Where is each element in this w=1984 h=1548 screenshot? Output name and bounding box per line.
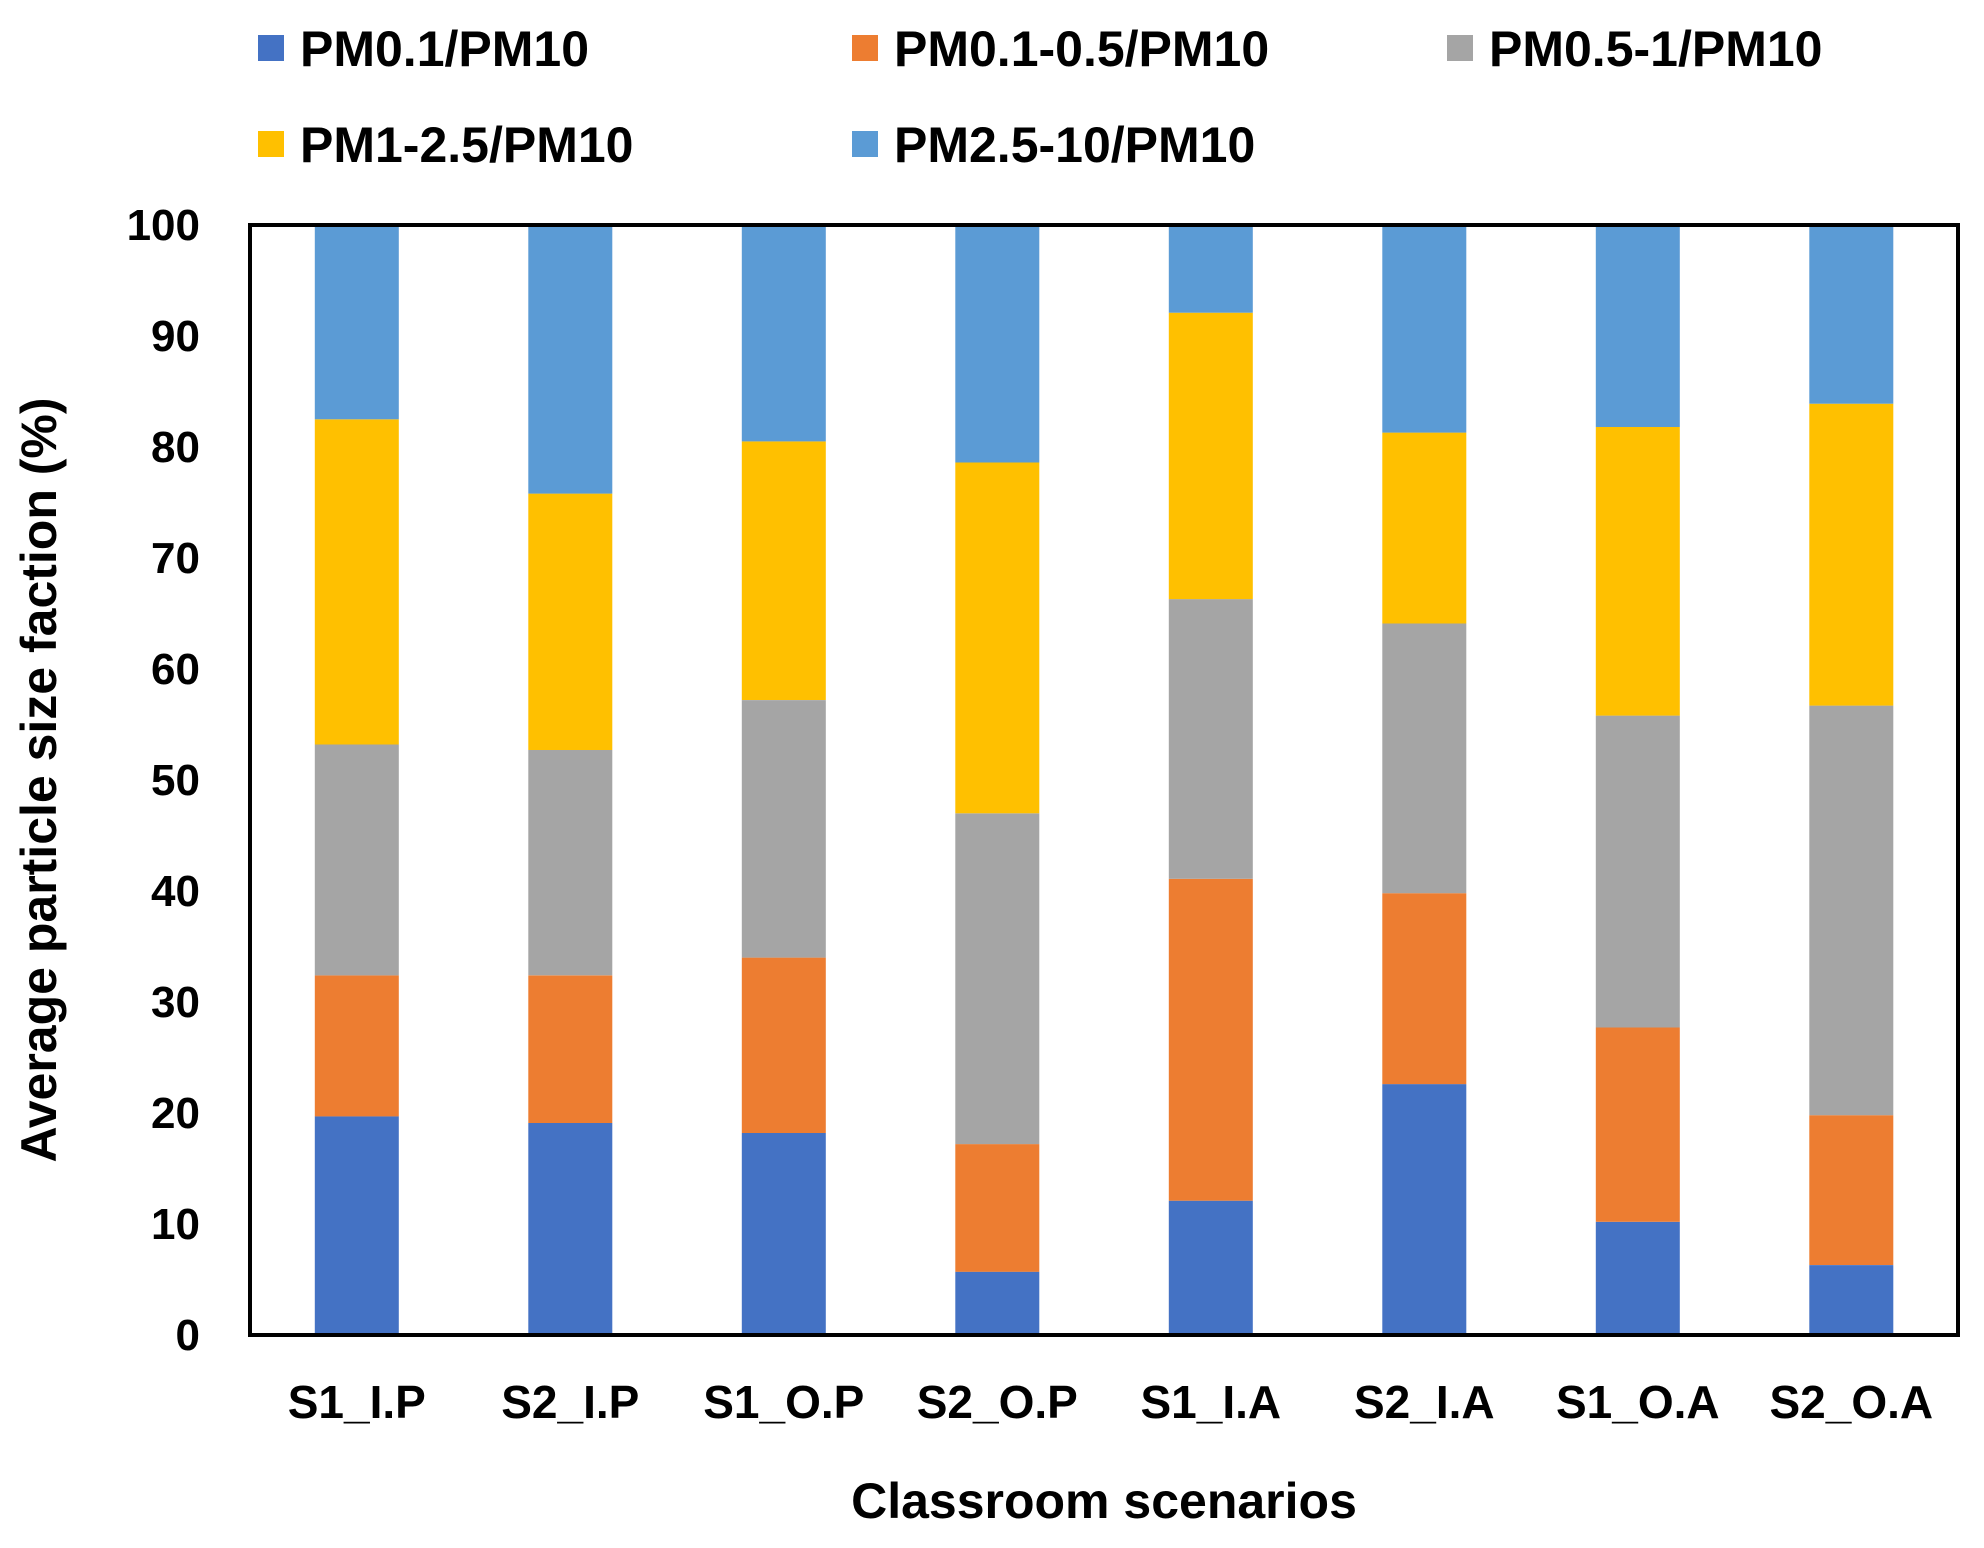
bar-segment-pm0-5-1-pm10-s2-i-p — [528, 750, 613, 976]
legend-swatch — [258, 35, 284, 61]
x-category-label: S2_O.P — [917, 1376, 1078, 1428]
bar-segment-pm0-5-1-pm10-s2-o-a — [1809, 705, 1894, 1116]
bar-stack-s1-o-p — [741, 225, 826, 1335]
bar-segment-pm0-5-1-pm10-s1-i-p — [314, 744, 399, 976]
legend-swatch — [852, 131, 878, 157]
x-axis-category-labels: S1_I.P S2_I.P S1_O.P S2_O.P S1_I.A S2_I.A S1_O… — [288, 1376, 1933, 1428]
y-tick-label: 50 — [151, 756, 200, 805]
bar-segment-pm0-1-0-5-pm10-s1-o-a — [1595, 1027, 1680, 1222]
bar-segment-pm2-5-10-pm10-s2-i-a — [1382, 225, 1467, 433]
bar-segment-pm2-5-10-pm10-s1-o-a — [1595, 225, 1680, 427]
legend-item-pm0-1-pm10: PM0.1/PM10 — [258, 21, 589, 77]
legend-label: PM0.1-0.5/PM10 — [894, 21, 1269, 77]
bar-segment-pm0-5-1-pm10-s2-i-a — [1382, 623, 1467, 894]
bar-segment-pm1-2-5-pm10-s1-i-a — [1168, 312, 1253, 600]
y-tick-label: 40 — [151, 867, 200, 916]
bar-stack-s2-i-p — [528, 225, 613, 1335]
y-tick-label: 90 — [151, 312, 200, 361]
legend-swatch — [258, 131, 284, 157]
legend-label: PM2.5-10/PM10 — [894, 117, 1255, 173]
bar-segment-pm1-2-5-pm10-s1-i-p — [314, 419, 399, 745]
bar-stack-s1-o-a — [1595, 225, 1680, 1335]
bar-segment-pm0-1-pm10-s1-o-a — [1595, 1221, 1680, 1335]
legend-item-pm0-1-0-5-pm10: PM0.1-0.5/PM10 — [852, 21, 1269, 77]
legend: PM0.1/PM10 PM0.1-0.5/PM10 PM0.5-1/PM10 PM1-… — [258, 21, 1822, 173]
y-axis-ticks: 0 10 20 30 40 50 60 70 80 90 100 — [127, 201, 200, 1360]
legend-label: PM0.5-1/PM10 — [1489, 21, 1822, 77]
legend-swatch — [1447, 35, 1473, 61]
bar-segment-pm0-5-1-pm10-s1-o-p — [741, 700, 826, 958]
bar-segment-pm0-1-pm10-s2-o-a — [1809, 1265, 1894, 1335]
x-category-label: S1_I.P — [288, 1376, 426, 1428]
y-tick-label: 10 — [151, 1200, 200, 1249]
y-tick-label: 30 — [151, 978, 200, 1027]
bar-segment-pm0-5-1-pm10-s2-o-p — [955, 813, 1040, 1145]
legend-label: PM0.1/PM10 — [300, 21, 589, 77]
bar-stack-s1-i-p — [314, 225, 399, 1335]
y-tick-label: 100 — [127, 201, 200, 250]
x-category-label: S2_O.A — [1769, 1376, 1933, 1428]
bar-segment-pm0-1-pm10-s2-i-p — [528, 1123, 613, 1335]
bar-segment-pm1-2-5-pm10-s2-i-a — [1382, 432, 1467, 624]
bar-stack-s2-o-a — [1809, 225, 1894, 1335]
bar-segment-pm1-2-5-pm10-s2-o-p — [955, 462, 1040, 814]
bar-stack-s2-o-p — [955, 225, 1040, 1335]
bar-segment-pm0-1-0-5-pm10-s2-o-p — [955, 1144, 1040, 1272]
bar-segment-pm0-1-0-5-pm10-s2-i-p — [528, 975, 613, 1123]
bar-segment-pm0-1-pm10-s2-o-p — [955, 1271, 1040, 1335]
legend-item-pm0-5-1-pm10: PM0.5-1/PM10 — [1447, 21, 1822, 77]
bar-segment-pm0-1-0-5-pm10-s1-i-a — [1168, 878, 1253, 1201]
bar-segment-pm2-5-10-pm10-s1-i-a — [1168, 225, 1253, 313]
y-axis-title: Average particle size faction (%) — [11, 397, 67, 1162]
bar-segment-pm0-1-pm10-s1-i-a — [1168, 1200, 1253, 1335]
x-category-label: S2_I.P — [501, 1376, 639, 1428]
bar-segment-pm2-5-10-pm10-s2-o-a — [1809, 225, 1894, 404]
legend-swatch — [852, 35, 878, 61]
y-tick-label: 60 — [151, 645, 200, 694]
bar-segment-pm0-1-0-5-pm10-s2-o-a — [1809, 1115, 1894, 1265]
bar-stack-s2-i-a — [1382, 225, 1467, 1335]
bar-segment-pm2-5-10-pm10-s2-i-p — [528, 225, 613, 494]
legend-item-pm2-5-10-pm10: PM2.5-10/PM10 — [852, 117, 1255, 173]
legend-label: PM1-2.5/PM10 — [300, 117, 633, 173]
bar-segment-pm0-1-0-5-pm10-s1-o-p — [741, 957, 826, 1133]
bar-segment-pm1-2-5-pm10-s2-o-a — [1809, 403, 1894, 706]
plot-area-frame — [248, 223, 1960, 1337]
y-tick-label: 20 — [151, 1089, 200, 1138]
x-axis-title: Classroom scenarios — [851, 1473, 1357, 1529]
bar-segment-pm2-5-10-pm10-s1-o-p — [741, 225, 826, 442]
x-category-label: S1_I.A — [1140, 1376, 1281, 1428]
bar-segment-pm0-5-1-pm10-s1-o-a — [1595, 715, 1680, 1028]
y-tick-label: 0 — [176, 1311, 200, 1360]
bar-segment-pm0-1-pm10-s1-o-p — [741, 1133, 826, 1335]
bar-segment-pm0-1-pm10-s2-i-a — [1382, 1084, 1467, 1335]
bar-segment-pm2-5-10-pm10-s1-i-p — [314, 225, 399, 420]
x-category-label: S2_I.A — [1354, 1376, 1495, 1428]
bar-segment-pm1-2-5-pm10-s2-i-p — [528, 493, 613, 750]
bars — [314, 225, 1894, 1335]
bar-segment-pm1-2-5-pm10-s1-o-a — [1595, 427, 1680, 716]
y-tick-label: 70 — [151, 534, 200, 583]
x-category-label: S1_O.A — [1556, 1376, 1720, 1428]
x-category-label: S1_O.P — [703, 1376, 864, 1428]
bar-stack-s1-i-a — [1168, 225, 1253, 1335]
bar-segment-pm0-5-1-pm10-s1-i-a — [1168, 599, 1253, 879]
bar-segment-pm0-1-pm10-s1-i-p — [314, 1116, 399, 1335]
bar-segment-pm0-1-0-5-pm10-s1-i-p — [314, 975, 399, 1117]
legend-item-pm1-2-5-pm10: PM1-2.5/PM10 — [258, 117, 633, 173]
bar-segment-pm0-1-0-5-pm10-s2-i-a — [1382, 893, 1467, 1085]
bar-segment-pm2-5-10-pm10-s2-o-p — [955, 225, 1040, 463]
y-tick-label: 80 — [151, 423, 200, 472]
bar-segment-pm1-2-5-pm10-s1-o-p — [741, 441, 826, 700]
